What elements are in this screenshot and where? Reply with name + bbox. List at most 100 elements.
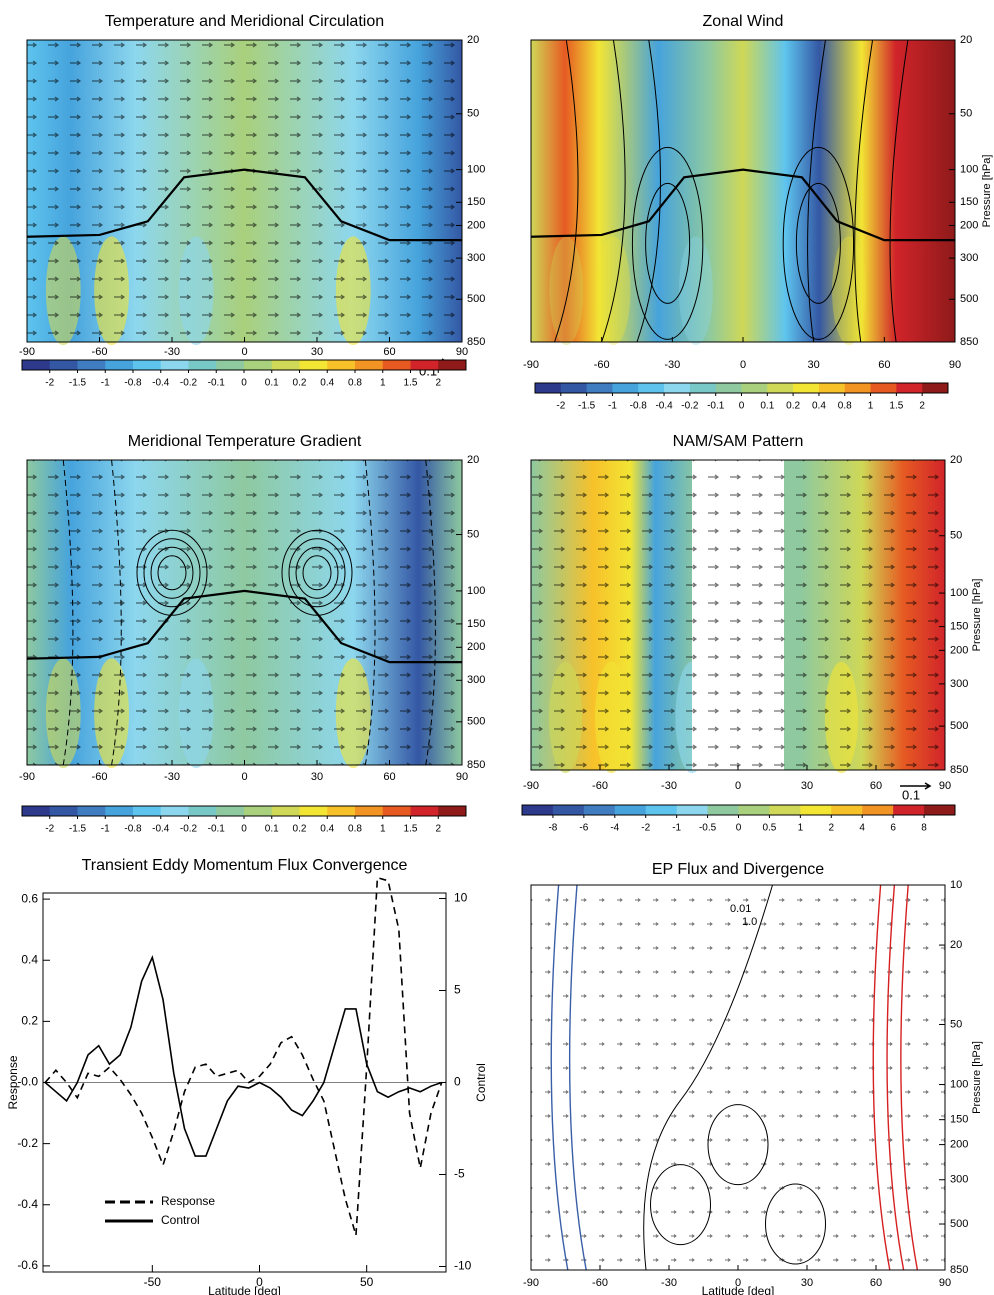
colorbar-tick-label: -0.1: [208, 378, 226, 389]
colorbar-segment: [818, 383, 846, 393]
colorbar-segment: [614, 805, 647, 815]
y-tick-label: 200: [467, 641, 485, 653]
annotation: 0.01: [730, 903, 751, 915]
arrow-scale: [900, 782, 932, 790]
x-tick-label: -30: [661, 780, 677, 792]
colorbar-tick-label: -1: [101, 378, 110, 389]
y2-axis-label: Control: [474, 1063, 488, 1102]
y-tick-label: 200: [960, 219, 978, 231]
x-tick-label: 60: [870, 780, 882, 792]
colorbar-segment: [689, 383, 717, 393]
y-tick-label: 50: [467, 528, 479, 540]
y-tick-label: 50: [467, 108, 479, 120]
y-tick-label: 850: [950, 764, 968, 776]
tropopause: [26, 168, 462, 242]
y-tick-label: 300: [950, 678, 968, 690]
y-tick-label: 20: [950, 454, 962, 466]
contour-line: [150, 546, 194, 599]
colorbar-tick-label: 0: [241, 824, 247, 835]
colorbar-segment: [299, 806, 328, 816]
colorbar-segment: [271, 360, 300, 370]
x-tick-label: -90: [523, 1277, 539, 1289]
colorbar-segment: [327, 360, 356, 370]
y-tick-label: -0.4: [17, 1197, 38, 1211]
contour-line: [650, 1164, 711, 1246]
contour-line: [854, 39, 874, 343]
x-tick-label: 0: [735, 1277, 741, 1289]
contour-line: [550, 884, 569, 1271]
annotation: 1.0: [742, 916, 757, 928]
colorbar-segment: [638, 383, 665, 393]
y-tick-label: -0.2: [17, 1136, 38, 1150]
y-tick-label: 50: [960, 108, 972, 120]
contour-line: [143, 538, 201, 608]
colorbar-tick-label: -4: [610, 823, 619, 834]
contour-line: [782, 146, 855, 340]
y-tick-label: 0.6: [21, 891, 38, 905]
contour-line: [302, 555, 332, 591]
colorbar-tick-label: 1.5: [404, 378, 418, 389]
colorbar-tick-label: 1: [798, 823, 804, 834]
x-tick-label: -30: [164, 346, 180, 358]
y-tick-label: 100: [950, 1078, 968, 1090]
x-tick-label: 90: [939, 780, 951, 792]
colorbar-tick-label: 0.4: [812, 401, 826, 412]
contour-line: [886, 884, 905, 1271]
x-tick-label: 50: [360, 1275, 374, 1289]
colorbar-tick-label: -1: [101, 824, 110, 835]
colorbar-segment: [49, 360, 78, 370]
x-tick-label: 60: [878, 359, 890, 371]
x-tick-label: 30: [801, 780, 813, 792]
y2-tick-label: -5: [454, 1167, 465, 1181]
panel: [26, 39, 463, 346]
colorbar-segment: [188, 360, 217, 370]
colorbar-segment: [271, 806, 300, 816]
colorbar-tick-label: 0.2: [786, 401, 800, 412]
x-tick-label: -60: [592, 780, 608, 792]
x-tick-label: 30: [808, 359, 820, 371]
y-tick-label: 850: [467, 336, 485, 348]
contour-line: [707, 1104, 769, 1186]
y-axis-label: Pressure [hPa]: [971, 1041, 983, 1114]
vectors: [27, 460, 462, 765]
x-tick-label: 60: [383, 771, 395, 783]
colorbar-tick-label: -1.5: [69, 378, 87, 389]
y2-tick-label: 0: [454, 1075, 461, 1089]
y-tick-label: 100: [467, 585, 485, 597]
contour-line: [631, 146, 704, 340]
y-tick-label: 20: [467, 454, 479, 466]
colorbar-segment: [133, 360, 162, 370]
y-tick-label: 150: [960, 196, 978, 208]
field-blob: [549, 236, 584, 346]
x-tick-label: 90: [939, 1277, 951, 1289]
contour-line: [62, 459, 74, 766]
colorbar-segment: [160, 806, 189, 816]
colorbar-tick-label: 1: [380, 378, 386, 389]
series-line: [44, 954, 442, 1157]
y-tick-label: 300: [467, 252, 485, 264]
colorbar-tick-label: -0.4: [152, 378, 170, 389]
colorbar-segment: [793, 383, 820, 393]
y-tick-label: 20: [950, 939, 962, 951]
y-tick-label: 500: [960, 293, 978, 305]
contour-line: [807, 39, 826, 343]
field: [531, 40, 955, 342]
colorbar-tick-label: -0.2: [180, 378, 198, 389]
y-axis-label: Response: [6, 1055, 20, 1109]
colorbar-tick-label: -2: [45, 824, 54, 835]
y-tick-label: 200: [950, 644, 968, 656]
vectors: [27, 40, 462, 342]
colorbar-segment: [893, 805, 925, 815]
y-tick-label: 50: [950, 530, 962, 542]
colorbar-segment: [583, 805, 616, 815]
x-tick-label: -60: [592, 1277, 608, 1289]
contour-line: [111, 459, 122, 766]
contour-line: [425, 459, 436, 766]
y-tick-label: 500: [950, 720, 968, 732]
colorbar-segment: [22, 806, 51, 816]
x-tick-label: -90: [523, 359, 539, 371]
x-tick-label: 90: [949, 359, 961, 371]
colorbar-tick-label: -0.8: [124, 824, 142, 835]
x-tick-label: -30: [664, 359, 680, 371]
